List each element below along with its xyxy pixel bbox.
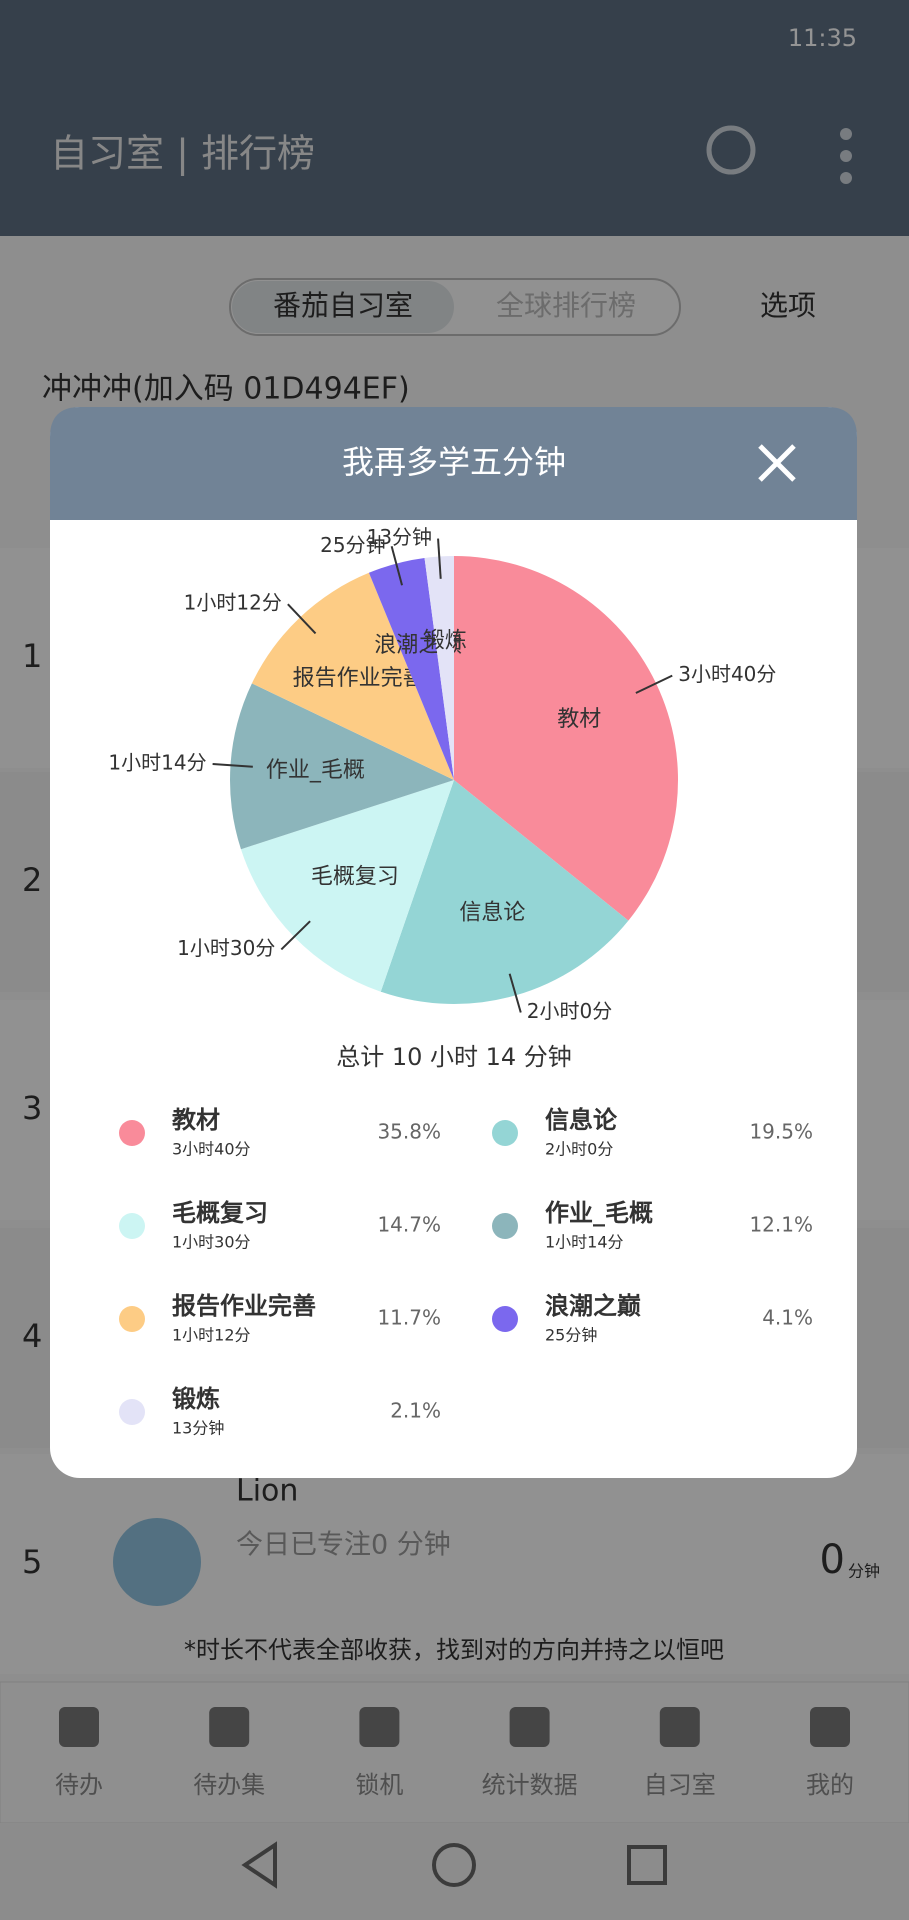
legend-percent: 14.7% [377,1213,441,1237]
avatar [113,1518,201,1606]
pie-slice [230,683,454,850]
legend-percent: 2.1% [390,1399,441,1423]
nav-icon[interactable] [810,1707,850,1747]
slice-duration: 2小时0分 [527,999,612,1023]
leader-line [390,546,403,586]
legend-percent: 12.1% [749,1213,813,1237]
slice-duration: 3小时40分 [678,662,776,686]
slice-label: 报告作业完善 [293,666,425,691]
legend-name: 锻炼 [172,1385,220,1413]
nav-icon[interactable] [659,1707,700,1747]
nav-icon[interactable] [59,1707,99,1747]
close-button[interactable] [758,444,796,482]
legend-dot [492,1120,518,1146]
pie-slice [380,780,629,1004]
legend-dot [119,1213,145,1239]
pie-slice [240,780,454,992]
legend-name: 毛概复习 [172,1199,268,1227]
slice-duration: 1小时14分 [108,751,206,775]
legend-percent: 35.8% [377,1120,441,1144]
rank: 2 [22,861,42,899]
system-nav [0,1823,909,1920]
nav-label[interactable]: 我的 [806,1771,854,1799]
leader-line [437,538,442,579]
system-buttons[interactable] [241,1841,667,1889]
legend-dot [119,1399,145,1425]
pie-slice [368,557,454,780]
leader-line [212,763,253,768]
bottom-nav [0,1681,909,1824]
pie-slice [251,572,454,780]
tab[interactable]: 全球排行榜 [496,289,636,322]
slice-label: 毛概复习 [311,864,399,889]
rank: 1 [22,637,42,675]
legend-dot [119,1306,145,1332]
legend-duration: 25分钟 [545,1326,597,1345]
legend-name: 报告作业完善 [172,1292,316,1320]
legend-duration: 3小时40分 [172,1140,251,1159]
rank: 3 [22,1089,42,1127]
nav-label[interactable]: 统计数据 [482,1771,578,1799]
nav-icon[interactable] [359,1707,400,1747]
rank: 5 [22,1543,42,1581]
header-title: 自习室 | 排行榜 [50,132,315,177]
nav-label[interactable]: 锁机 [355,1771,403,1799]
legend-percent: 4.1% [762,1306,813,1330]
legend-name: 浪潮之巅 [545,1292,641,1320]
legend-dot [119,1120,145,1146]
nav-label[interactable]: 自习室 [644,1771,716,1799]
pie-slice [424,556,454,780]
pie-slice [454,556,678,921]
legend-percent: 19.5% [749,1120,813,1144]
room-name: 冲冲冲(加入码 01D494EF) [42,372,410,407]
user-name: Lion [236,1474,298,1509]
slice-label: 教材 [557,707,601,732]
nav-label[interactable]: 待办集 [193,1771,265,1799]
tab-active [232,281,454,333]
slice-label: 作业_毛概 [266,758,365,783]
slice-label: 锻炼 [423,628,467,653]
slice-duration: 1小时12分 [184,591,282,615]
leader-line [280,920,311,951]
slice-duration: 25分钟 [320,533,385,557]
dialog-title: 我再多学五分钟 [342,443,566,481]
dialog-header [50,407,857,520]
location-icon[interactable] [706,125,756,175]
legend-name: 作业_毛概 [545,1199,653,1227]
more-icon[interactable] [840,128,852,184]
legend-dot [492,1213,518,1239]
leader-line [635,674,673,694]
legend-dot [492,1306,518,1332]
nav-icon[interactable] [209,1707,250,1747]
nav-icon[interactable] [509,1707,550,1747]
status-time: 11:35 [788,24,857,52]
slice-label: 信息论 [459,900,525,925]
user-status: 今日已专注0 分钟 [236,1530,451,1561]
tab[interactable]: 番茄自习室 [273,289,413,322]
slice-duration: 1小时30分 [177,936,275,960]
nav-label[interactable]: 待办 [55,1771,103,1799]
rank: 4 [22,1317,42,1355]
legend-duration: 1小时14分 [545,1233,624,1252]
legend-duration: 1小时30分 [172,1233,251,1252]
slice-duration: 13分钟 [367,525,432,549]
tab[interactable]: 选项 [760,289,816,322]
legend-name: 教材 [172,1106,220,1134]
legend-duration: 13分钟 [172,1419,224,1438]
total: 总计 10 小时 14 分钟 [336,1043,572,1071]
legend-duration: 1小时12分 [172,1326,251,1345]
legend-percent: 11.7% [377,1306,441,1330]
app-header [0,0,909,236]
note: *时长不代表全部收获，找到对的方向并持之以恒吧 [184,1636,724,1664]
legend-name: 信息论 [545,1106,618,1134]
leader-line [508,973,522,1013]
legend-duration: 2小时0分 [545,1140,613,1159]
user-minutes: 0 [820,1537,845,1583]
user-unit: 分钟 [848,1562,880,1581]
leader-line [287,603,317,635]
